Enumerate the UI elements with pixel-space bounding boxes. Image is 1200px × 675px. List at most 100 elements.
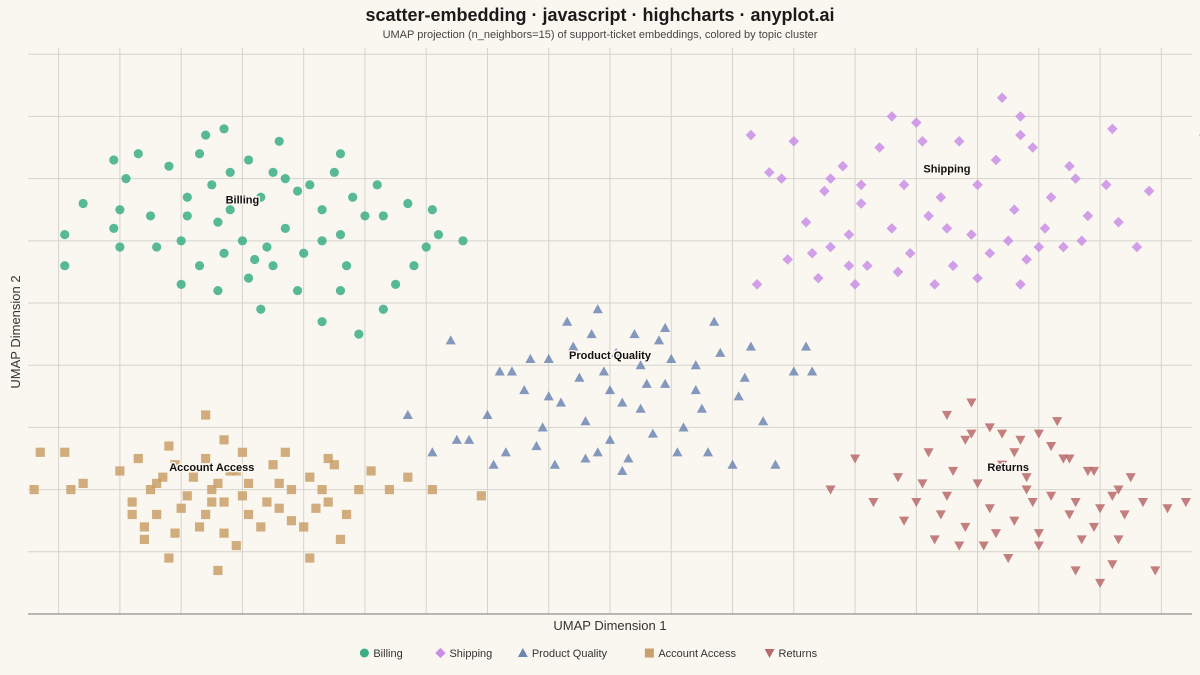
data-point[interactable] [855,198,867,209]
data-point[interactable] [268,460,278,470]
data-point[interactable] [543,391,554,401]
data-point[interactable] [256,192,266,202]
data-point[interactable] [256,304,266,314]
data-point[interactable] [819,185,830,197]
data-point[interactable] [935,191,947,203]
data-point[interactable] [1058,241,1069,253]
data-point[interactable] [800,216,812,228]
data-point[interactable] [231,540,241,551]
data-point[interactable] [1107,491,1118,501]
data-point[interactable] [807,366,818,376]
data-point[interactable] [1076,535,1087,545]
data-point[interactable] [690,385,701,395]
data-point[interactable] [1070,497,1081,508]
data-point[interactable] [237,491,248,501]
data-point[interactable] [1070,566,1081,576]
data-point[interactable] [592,447,603,457]
legend[interactable]: Billing Shipping Product Quality Account Ac… [359,647,818,660]
data-point[interactable] [709,316,720,326]
data-point[interactable] [972,479,983,489]
data-point[interactable] [1021,254,1032,265]
data-point[interactable] [476,491,486,501]
data-point[interactable] [1033,529,1044,539]
data-point[interactable] [770,459,781,469]
legend-item-shipping[interactable]: Shipping [435,647,492,660]
data-point[interactable] [1113,535,1124,545]
data-point[interactable] [366,466,376,476]
data-point[interactable] [164,553,174,563]
data-point[interactable] [66,485,76,495]
data-point[interactable] [1003,553,1014,564]
data-point[interactable] [727,459,738,469]
data-point[interactable] [929,279,940,290]
data-point[interactable] [604,385,616,395]
data-point[interactable] [194,522,205,532]
data-point[interactable] [213,217,223,227]
data-point[interactable] [1076,235,1088,247]
data-point[interactable] [849,454,861,464]
data-point[interactable] [127,497,137,507]
data-point[interactable] [966,398,977,408]
data-point[interactable] [194,261,205,271]
data-point[interactable] [158,472,168,482]
data-point[interactable] [1125,473,1136,483]
data-point[interactable] [702,447,714,457]
data-point[interactable] [806,247,818,259]
data-point[interactable] [427,447,438,457]
data-point[interactable] [403,472,413,482]
data-point[interactable] [562,316,573,326]
data-point[interactable] [488,459,499,469]
data-point[interactable] [1009,204,1020,216]
data-point[interactable] [219,528,229,538]
data-point[interactable] [1015,129,1026,141]
data-point[interactable] [201,453,211,464]
data-point[interactable] [329,460,339,470]
data-point[interactable] [164,161,174,171]
data-point[interactable] [464,434,475,444]
data-point[interactable] [360,211,370,221]
data-point[interactable] [678,422,689,432]
data-point[interactable] [1082,210,1094,222]
data-point[interactable] [604,434,616,444]
data-point[interactable] [421,242,431,252]
data-point[interactable] [568,341,579,351]
data-point[interactable] [335,285,346,296]
data-point[interactable] [629,329,640,339]
data-point[interactable] [109,223,119,233]
data-point[interactable] [317,317,327,327]
data-point[interactable] [231,466,241,476]
data-point[interactable] [29,485,39,495]
data-point[interactable] [1088,522,1100,532]
data-point[interactable] [751,279,763,290]
data-point[interactable] [923,448,934,458]
data-point[interactable] [555,397,567,407]
data-point[interactable] [219,497,229,507]
data-point[interactable] [305,180,315,190]
data-point[interactable] [782,254,793,265]
data-point[interactable] [390,279,401,289]
data-point[interactable] [329,167,339,177]
data-point[interactable] [758,416,769,426]
data-point[interactable] [335,229,346,240]
data-point[interactable] [494,366,505,376]
data-point[interactable] [378,304,388,314]
data-point[interactable] [733,391,744,401]
data-point[interactable] [127,509,137,520]
data-point[interactable] [1052,417,1063,427]
data-point[interactable] [763,167,775,178]
data-point[interactable] [335,534,346,544]
data-point[interactable] [990,529,1002,539]
data-point[interactable] [78,478,88,488]
legend-item-billing[interactable]: Billing [359,648,403,660]
data-point[interactable] [225,466,235,476]
data-point[interactable] [862,260,873,271]
data-point[interactable] [960,435,971,445]
data-point[interactable] [35,447,45,457]
data-point[interactable] [292,285,303,296]
data-point[interactable] [237,236,248,246]
data-point[interactable] [378,211,388,221]
data-point[interactable] [690,360,701,370]
data-point[interactable] [133,149,143,159]
data-point[interactable] [427,485,437,495]
data-point[interactable] [1009,516,1020,526]
